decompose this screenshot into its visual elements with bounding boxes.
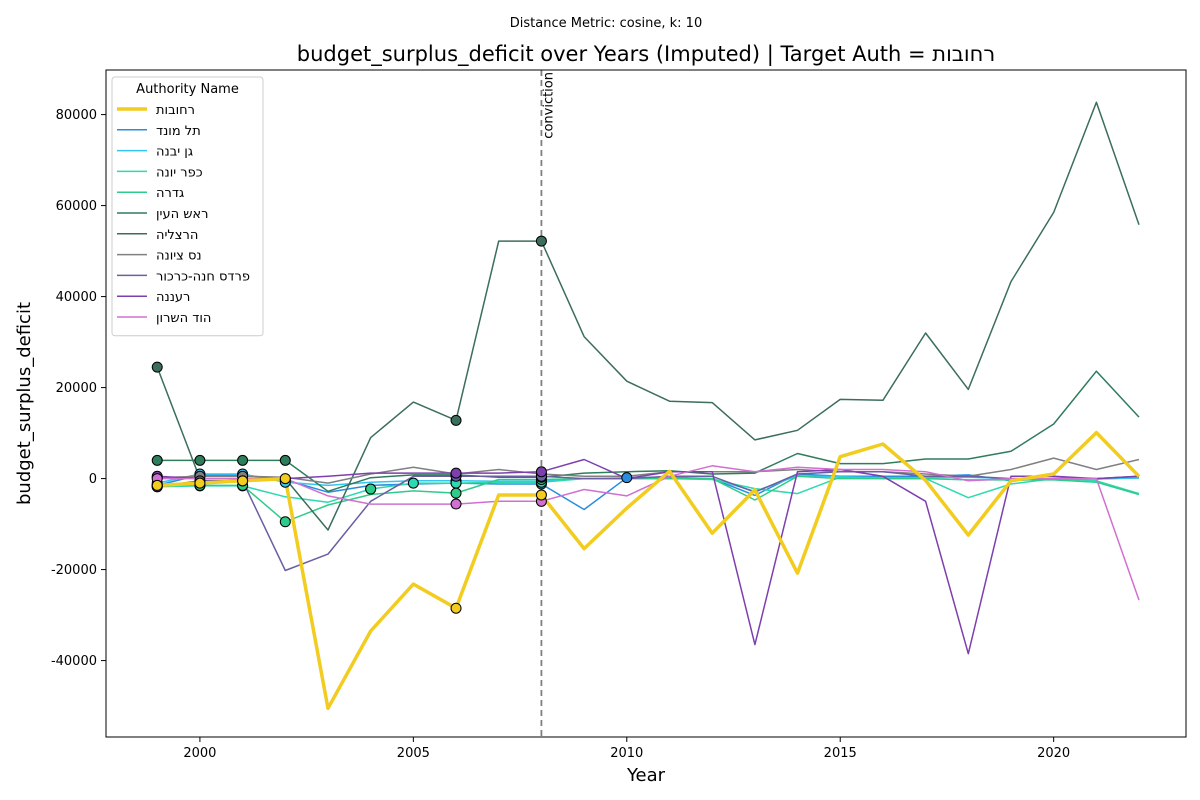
data-point-marker (279, 473, 291, 485)
legend-entry: כפר יונה (156, 165, 203, 180)
data-point-marker (194, 477, 206, 489)
plot-area: 2000 2005 2010 2015 2020 -40000 -20000 0 20000 40… (51, 69, 1187, 761)
series-line (157, 465, 1140, 601)
y-tick-label: -40000 (51, 654, 97, 669)
x-tick-label: 2020 (1037, 746, 1070, 761)
data-point-marker (450, 498, 462, 510)
chart-suptitle: Distance Metric: cosine, k: 10 (510, 16, 702, 31)
data-point-marker (151, 479, 163, 491)
y-tick-label: 0 (89, 472, 97, 487)
series-markers (151, 235, 633, 614)
legend-entry: גדרה (156, 186, 184, 201)
legend-entry: רעננה (156, 290, 190, 305)
y-tick-label: 40000 (56, 290, 97, 305)
legend-entry: הוד השרון (156, 311, 211, 326)
legend-entry: הרצליה (156, 228, 198, 243)
data-point-marker (450, 602, 462, 614)
data-point-marker (279, 516, 291, 528)
chart-title: budget_surplus_deficit over Years (Imput… (297, 42, 995, 67)
series-line (157, 470, 1140, 572)
x-tick-label: 2005 (397, 746, 430, 761)
data-point-marker (365, 483, 377, 495)
legend: Authority Name רחובות תל מונד גן יבנה כפר יו… (111, 76, 264, 337)
legend-title: Authority Name (136, 82, 239, 97)
y-tick-label: 60000 (56, 199, 97, 214)
series-line (157, 430, 1141, 711)
data-point-marker (450, 467, 462, 479)
x-tick-label: 2010 (610, 746, 643, 761)
legend-entry: גן יבנה (156, 145, 193, 160)
legend-entry: ראש העין (156, 207, 208, 222)
y-tick-label: 80000 (56, 108, 97, 123)
data-point-marker (151, 361, 163, 373)
legend-box (111, 76, 264, 337)
legend-entry: פרדס חנה-כרכור (156, 269, 250, 284)
series-line (157, 458, 1140, 655)
x-axis-label: Year (626, 765, 666, 786)
data-point-marker (237, 475, 249, 487)
x-tick-label: 2000 (183, 746, 216, 761)
series-line (156, 101, 1140, 531)
legend-entry: נס ציונה (156, 249, 202, 264)
data-point-marker (194, 454, 206, 466)
series-lines (156, 101, 1141, 711)
data-point-marker (450, 414, 462, 426)
legend-entry: תל מונד (156, 124, 201, 139)
data-point-marker (151, 454, 163, 466)
conviction-label: conviction (541, 72, 556, 139)
y-axis-label: budget_surplus_deficit (14, 302, 35, 505)
data-point-marker (535, 489, 547, 501)
data-point-marker (535, 466, 547, 478)
x-tick-label: 2015 (824, 746, 857, 761)
legend-entry: רחובות (156, 103, 195, 118)
plot-frame (105, 69, 1187, 738)
series-line (157, 457, 1140, 484)
data-point-marker (535, 235, 547, 247)
data-point-marker (621, 472, 633, 484)
y-tick-label: -20000 (51, 563, 97, 578)
data-point-marker (237, 454, 249, 466)
y-tick-label: 20000 (56, 381, 97, 396)
series-line (157, 370, 1140, 493)
data-point-marker (450, 487, 462, 499)
data-point-marker (279, 454, 291, 466)
data-point-marker (407, 477, 419, 489)
